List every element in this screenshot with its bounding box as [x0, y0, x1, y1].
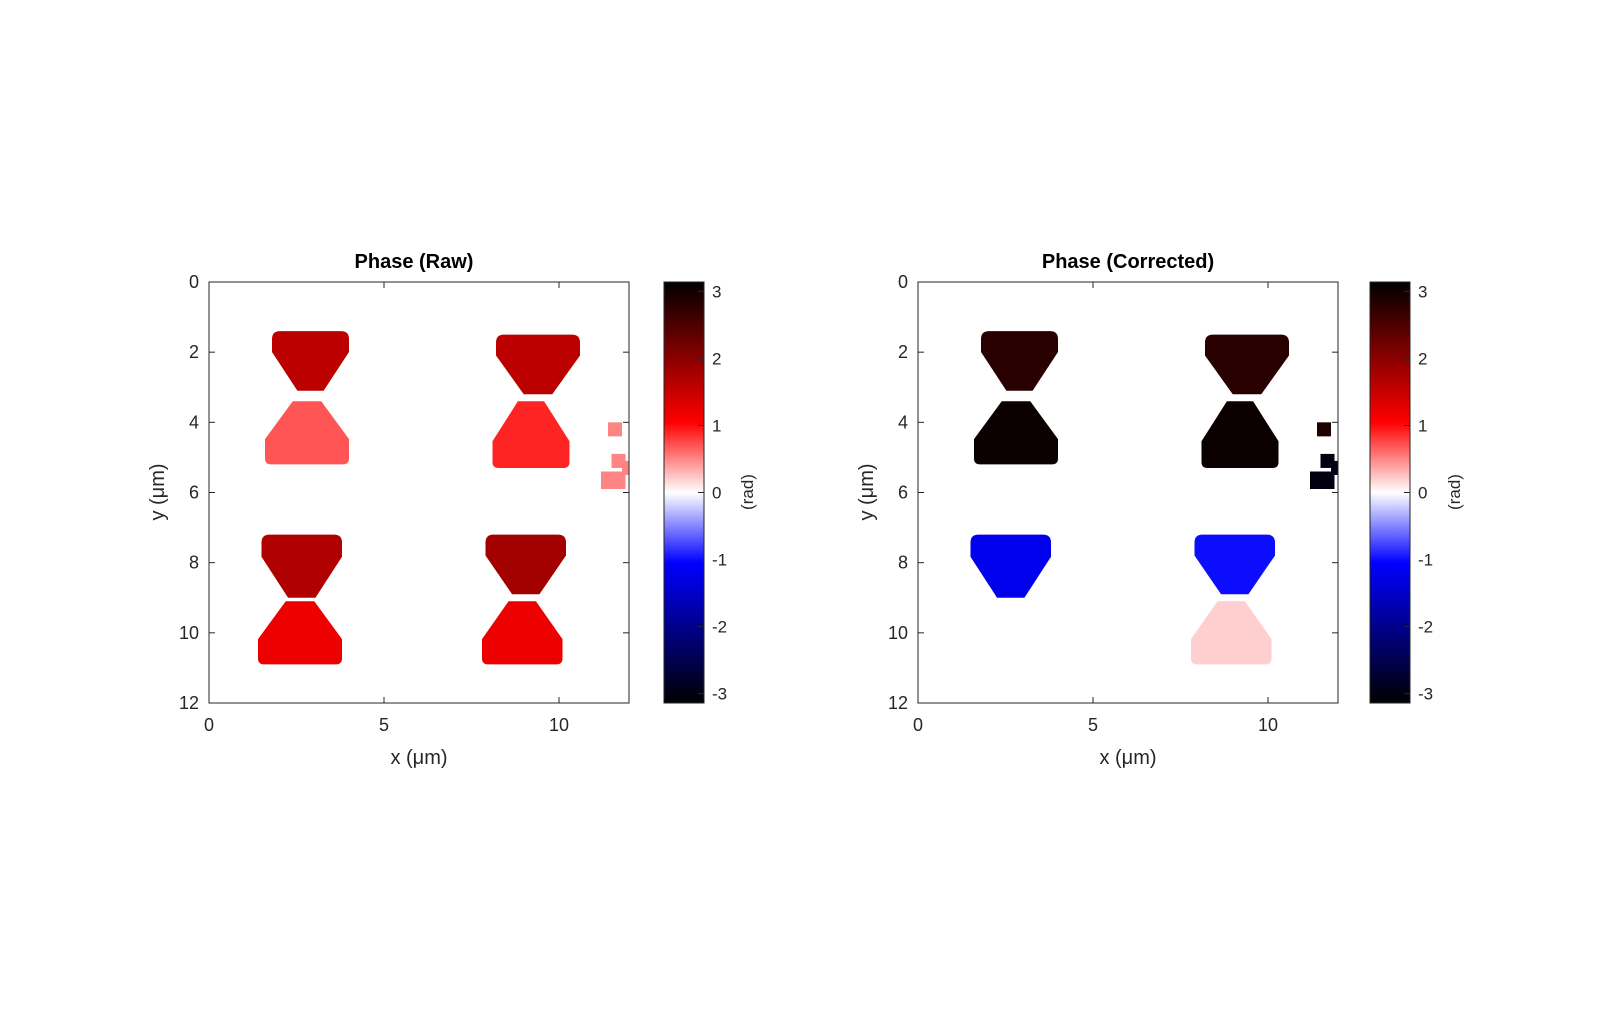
axis-ticks: 0 5 10 0 2 4 6 8 10 12: [888, 272, 1338, 735]
y-tick-label: 2: [189, 342, 199, 362]
colorbar-tick-label: -1: [712, 551, 727, 570]
y-tick-label: 0: [189, 272, 199, 292]
x-tick-label: 10: [549, 715, 569, 735]
colorbar-tick-label: 3: [712, 282, 721, 301]
heatmap-regions: [258, 331, 629, 665]
x-tick-label: 5: [1088, 715, 1098, 735]
chart-title: Phase (Raw): [355, 251, 474, 273]
heatmap-region-2: [265, 401, 349, 465]
heatmap-region-4: [1201, 401, 1279, 468]
x-tick-label: 10: [1258, 715, 1278, 735]
heatmap-region-12: [622, 460, 629, 475]
axis-ticks: 0 5 10 0 2 4 6 8 10 12: [179, 272, 629, 735]
heatmap-region-1: [272, 331, 349, 391]
x-axis-label: x (μm): [1099, 747, 1156, 769]
colorbar-tick-label: 2: [712, 349, 721, 368]
heatmap-region-5: [261, 534, 342, 598]
y-tick-label: 10: [888, 623, 908, 643]
colorbar-tick-label: 2: [1418, 349, 1427, 368]
heatmap-region-8: [1191, 601, 1272, 665]
colorbar-tick-label: 1: [1418, 416, 1427, 435]
colorbar-tick-label: 1: [712, 416, 721, 435]
y-tick-label: 6: [189, 483, 199, 503]
heatmap-region-2: [974, 401, 1058, 465]
colorbar-tick-label: -2: [1418, 618, 1433, 637]
y-tick-label: 2: [898, 342, 908, 362]
heatmap-region-5: [970, 534, 1051, 598]
colorbar: [663, 281, 705, 704]
y-tick-label: 8: [189, 553, 199, 573]
heatmap-region-1: [981, 331, 1058, 391]
x-tick-label: 5: [379, 715, 389, 735]
colorbar-tick-label: -3: [1418, 685, 1433, 704]
colorbar-label: (rad): [738, 474, 757, 510]
y-tick-label: 6: [898, 483, 908, 503]
y-tick-label: 0: [898, 272, 908, 292]
x-tick-label: 0: [204, 715, 214, 735]
heatmap-region-6: [258, 601, 342, 665]
heatmap-region-12: [1331, 460, 1338, 475]
colorbar-tick-label: 3: [1418, 282, 1427, 301]
colorbar-tick-label: 0: [1418, 484, 1427, 503]
colorbar-ticks: 3 2 1 0 -1 -2 -3: [1404, 282, 1433, 704]
x-tick-label: 0: [913, 715, 923, 735]
colorbar-label: (rad): [1445, 474, 1464, 510]
y-tick-label: 4: [898, 412, 908, 432]
colorbar-tick-label: -3: [712, 685, 727, 704]
y-axis-label: y (μm): [147, 463, 169, 520]
heatmap-region-7: [485, 534, 566, 595]
heatmap-region-3: [1205, 334, 1289, 395]
colorbar: [1369, 281, 1411, 704]
chart-title: Phase (Corrected): [1042, 251, 1214, 273]
y-tick-label: 12: [888, 693, 908, 713]
colorbar-ticks: 3 2 1 0 -1 -2 -3: [698, 282, 727, 704]
colorbar-tick-label: -2: [712, 618, 727, 637]
y-axis-label: y (μm): [856, 463, 878, 520]
y-tick-label: 10: [179, 623, 199, 643]
heatmap-region-9: [608, 422, 622, 437]
heatmap-regions: [967, 331, 1338, 665]
heatmap-region-9: [1317, 422, 1331, 437]
colorbar-tick-label: -1: [1418, 551, 1433, 570]
heatmap-region-4: [492, 401, 570, 468]
y-tick-label: 4: [189, 412, 199, 432]
heatmap-region-7: [1194, 534, 1275, 595]
colorbar-tick-label: 0: [712, 484, 721, 503]
x-axis-label: x (μm): [390, 747, 447, 769]
heatmap-region-8: [482, 601, 563, 665]
heatmap-region-3: [496, 334, 580, 395]
heatmap-region-11: [1310, 471, 1335, 489]
heatmap-region-11: [601, 471, 626, 489]
y-tick-label: 12: [179, 693, 199, 713]
heatmap-region-6: [967, 601, 1051, 665]
y-tick-label: 8: [898, 553, 908, 573]
